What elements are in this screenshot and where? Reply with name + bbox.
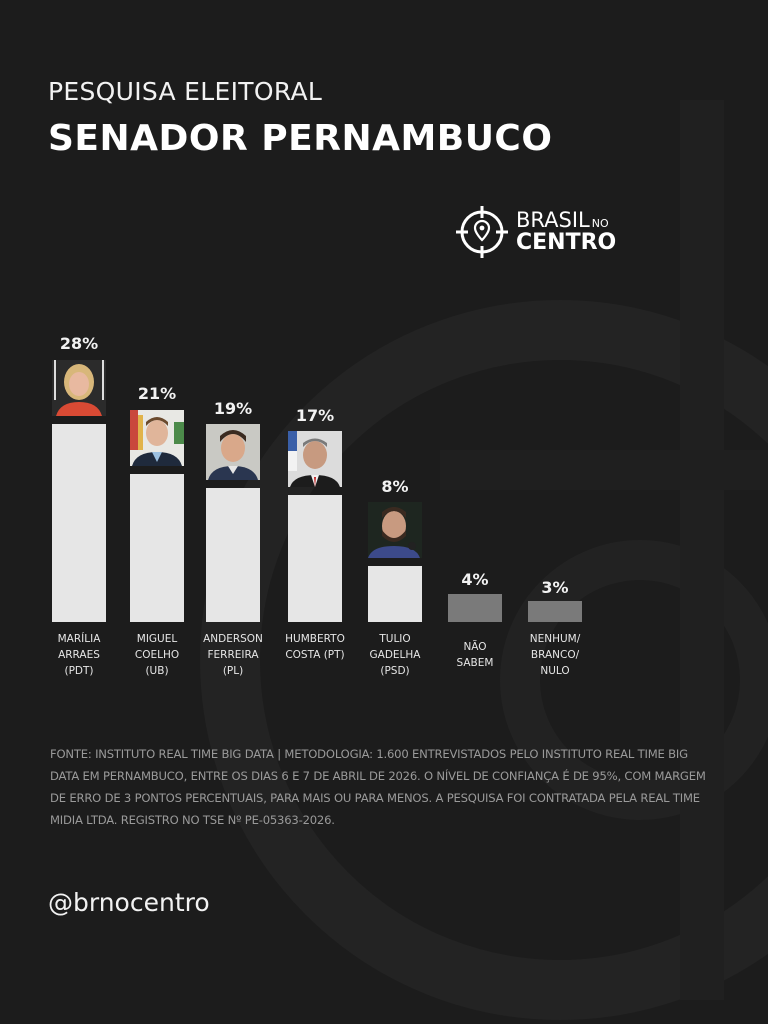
candidate-photo-humberto-costa	[288, 431, 342, 487]
brand-logo: BRASIL NO CENTRO	[454, 204, 616, 260]
category-label: NÃO SABEM	[456, 641, 494, 669]
category-label: NENHUM/ BRANCO/ NULO	[529, 633, 581, 677]
value-label: 8%	[381, 477, 409, 496]
value-label: 4%	[461, 570, 489, 589]
category-label: MARÍLIA ARRAES (PDT)	[57, 633, 101, 677]
category-label: ANDERSON FERREIRA (PL)	[203, 633, 263, 677]
category-label: HUMBERTO COSTA (PT)	[285, 633, 345, 661]
bar-nao-sabem	[448, 594, 502, 622]
candidate-photo-miguel-coelho	[130, 410, 184, 466]
candidate-photo-anderson-ferreira	[206, 424, 260, 480]
social-handle: @brnocentro	[48, 888, 210, 917]
category-label: TULIO GADELHA (PSD)	[369, 633, 421, 677]
page-subtitle: PESQUISA ELEITORAL	[48, 77, 323, 106]
logo-text-brasil: BRASIL	[516, 208, 590, 232]
bar-chart: 28% 21% 19% 17% 8% 4% 3%	[52, 334, 582, 677]
candidate-photo-marilia-arraes	[52, 360, 106, 416]
bar-humberto-costa	[288, 495, 342, 622]
value-label: 17%	[295, 406, 335, 425]
value-label: 19%	[213, 399, 253, 418]
bar-anderson-ferreira	[206, 488, 260, 622]
logo-text-no: NO	[591, 217, 609, 230]
candidate-photo-tulio-gadelha	[368, 502, 422, 558]
value-label: 21%	[137, 384, 177, 403]
value-label: 3%	[541, 578, 569, 597]
logo-text-centro: CENTRO	[516, 230, 617, 255]
bar-miguel-coelho	[130, 474, 184, 622]
source-footnote: FONTE: INSTITUTO REAL TIME BIG DATA | ME…	[50, 747, 706, 827]
crosshair-pin-icon	[456, 206, 508, 258]
bar-tulio-gadelha	[368, 566, 422, 622]
category-label: MIGUEL COELHO (UB)	[134, 633, 180, 677]
bar-marilia-arraes	[52, 424, 106, 622]
value-label: 28%	[59, 334, 99, 353]
page-title: SENADOR PERNAMBUCO	[48, 118, 553, 159]
bar-nenhum-branco-nulo	[528, 601, 582, 622]
